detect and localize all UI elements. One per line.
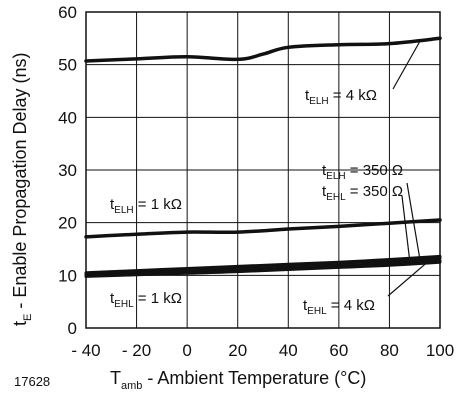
annotation-main: t xyxy=(303,297,308,314)
y-axis-title: tE - Enable Propagation Delay (ns) xyxy=(10,53,34,327)
x-axis-title-sub: amb xyxy=(121,380,142,392)
series-annotation: tELH = 1 kΩ xyxy=(110,196,182,216)
annotation-leader-line xyxy=(392,41,421,90)
annotation-main: t xyxy=(322,183,327,200)
x-tick-label: 100 xyxy=(426,341,454,360)
y-tick-label: 60 xyxy=(58,3,77,22)
annotation-rest: = 4 kΩ xyxy=(327,297,375,314)
annotation-rest: = 1 kΩ xyxy=(134,290,182,307)
annotation-main: t xyxy=(110,290,115,307)
annotation-rest: = 1 kΩ xyxy=(134,196,182,213)
annotation-sub: ELH xyxy=(114,205,133,216)
x-tick-label: 20 xyxy=(228,341,247,360)
x-tick-label: 40 xyxy=(279,341,298,360)
series-line-ehl-350-line xyxy=(84,256,442,276)
annotation-main: t xyxy=(305,87,310,104)
annotation-sub: EHL xyxy=(307,306,327,317)
plot-frame xyxy=(85,11,441,329)
annotation-main: t xyxy=(110,196,115,213)
annotation-rest: = 4 kΩ xyxy=(329,87,377,104)
annotation-leader-line xyxy=(406,182,421,259)
y-tick-label: 40 xyxy=(58,108,77,127)
annotation-leaders xyxy=(387,41,428,297)
grid xyxy=(86,12,440,328)
x-tick-label: - 40 xyxy=(71,341,100,360)
y-axis-title-main: t xyxy=(10,321,30,326)
series-annotation: tEHL = 350 Ω xyxy=(322,183,403,203)
y-tick-label: 30 xyxy=(58,161,77,180)
x-axis-title: Tamb - Ambient Temperature (°C) xyxy=(110,368,366,392)
annotation-sub: EHL xyxy=(326,192,346,203)
y-axis-title-sub: E xyxy=(22,314,34,321)
annotation-sub: ELH xyxy=(326,171,345,182)
x-tick-label: 0 xyxy=(182,341,191,360)
figure-id: 17628 xyxy=(14,374,50,389)
x-tick-label: - 20 xyxy=(122,341,151,360)
annotation-sub: ELH xyxy=(309,96,328,107)
annotation-sub: EHL xyxy=(114,299,134,310)
annotation-leader-line xyxy=(401,195,411,261)
y-tick-labels: 0 10 20 30 40 50 60 xyxy=(58,3,77,338)
series-annotation: tEHL = 1 kΩ xyxy=(110,290,182,310)
x-tick-label: 80 xyxy=(380,341,399,360)
series-annotation: tELH = 4 kΩ xyxy=(305,87,377,107)
y-tick-label: 10 xyxy=(58,266,77,285)
x-tick-label: 60 xyxy=(329,341,348,360)
series-annotation: tEHL = 4 kΩ xyxy=(303,297,375,317)
annotation-rest: = 350 Ω xyxy=(346,162,404,179)
series-line-elh-1k-line xyxy=(84,218,442,239)
annotation-leader-line xyxy=(387,261,428,297)
series-lines xyxy=(84,36,442,278)
x-axis-title-rest: - Ambient Temperature (°C) xyxy=(142,368,366,388)
y-axis-title-rest: - Enable Propagation Delay (ns) xyxy=(10,53,30,314)
x-axis-title-main: T xyxy=(110,368,121,388)
y-tick-label: 0 xyxy=(68,319,77,338)
x-tick-labels: - 40 - 20 0 20 40 60 80 100 xyxy=(71,341,454,360)
series-line-elh-4k-line xyxy=(84,36,442,63)
y-tick-label: 50 xyxy=(58,56,77,75)
y-tick-label: 20 xyxy=(58,214,77,233)
annotation-main: t xyxy=(322,162,327,179)
series-line-ehl-4k-line xyxy=(84,260,442,278)
annotation-rest: = 350 Ω xyxy=(346,183,404,200)
series-annotation: tELH = 350 Ω xyxy=(322,162,403,182)
